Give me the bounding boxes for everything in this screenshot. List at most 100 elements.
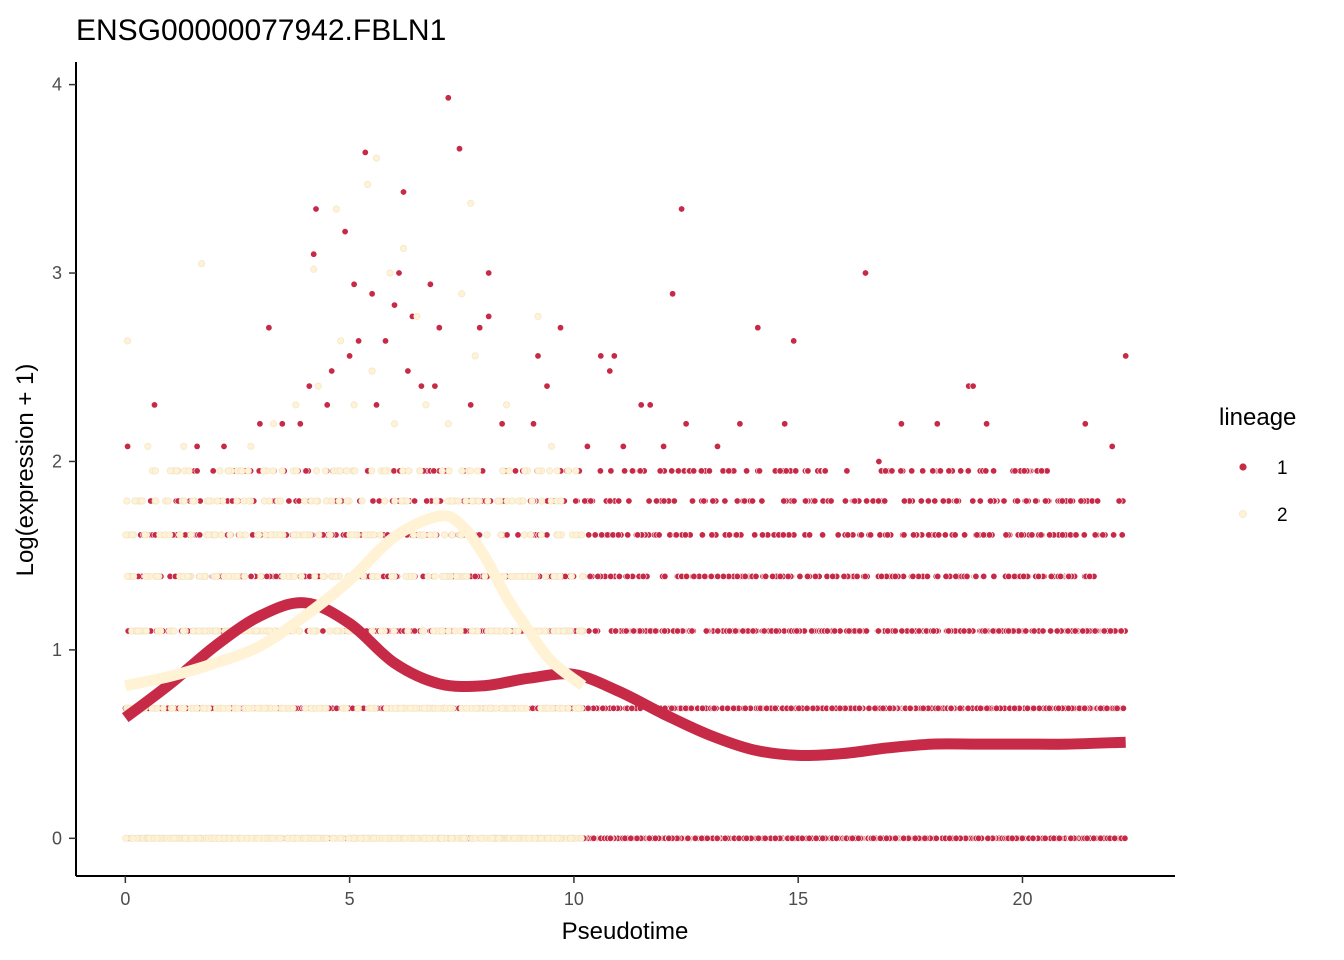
data-point	[520, 531, 528, 539]
data-point	[511, 834, 519, 842]
data-point	[516, 572, 524, 580]
data-point	[934, 704, 942, 712]
data-point	[751, 531, 759, 539]
data-point	[220, 442, 228, 450]
data-point	[713, 834, 721, 842]
data-point	[260, 704, 268, 712]
data-point	[196, 531, 204, 539]
data-point	[1018, 834, 1026, 842]
data-point	[652, 497, 660, 505]
data-point	[725, 627, 733, 635]
data-point	[1100, 627, 1108, 635]
data-point	[477, 834, 485, 842]
data-point	[448, 531, 456, 539]
data-point	[323, 834, 331, 842]
data-point	[468, 497, 476, 505]
data-point	[990, 572, 998, 580]
data-point	[882, 834, 890, 842]
data-point	[714, 572, 722, 580]
data-point	[577, 627, 585, 635]
data-point	[527, 531, 535, 539]
data-point	[863, 497, 871, 505]
data-point	[481, 572, 489, 580]
data-point	[637, 401, 645, 409]
data-point	[130, 572, 138, 580]
data-point	[793, 627, 801, 635]
data-point	[343, 467, 351, 475]
data-point	[245, 704, 253, 712]
data-point	[771, 704, 779, 712]
data-point	[866, 531, 874, 539]
data-point	[665, 834, 673, 842]
data-point	[432, 497, 440, 505]
data-point	[983, 420, 991, 428]
data-point	[865, 704, 873, 712]
data-point	[819, 531, 827, 539]
data-point	[377, 627, 385, 635]
data-point	[688, 497, 696, 505]
data-point	[1110, 531, 1118, 539]
data-point	[390, 627, 398, 635]
data-point	[660, 442, 668, 450]
data-point	[364, 181, 372, 189]
data-point	[1097, 704, 1105, 712]
data-point	[1064, 627, 1072, 635]
data-point	[234, 704, 242, 712]
data-point	[233, 572, 241, 580]
data-point	[309, 627, 317, 635]
data-point	[355, 337, 363, 345]
data-point	[578, 531, 586, 539]
data-point	[877, 572, 885, 580]
data-point	[498, 420, 506, 428]
data-point	[682, 572, 690, 580]
data-point	[1020, 572, 1028, 580]
data-point	[886, 704, 894, 712]
data-point	[508, 497, 516, 505]
data-point	[776, 572, 784, 580]
data-point	[419, 531, 427, 539]
data-point	[668, 467, 676, 475]
data-point	[302, 834, 310, 842]
data-point	[448, 497, 456, 505]
data-point	[425, 834, 433, 842]
data-point	[290, 531, 298, 539]
data-point	[572, 467, 580, 475]
data-point	[1000, 497, 1008, 505]
data-point	[891, 627, 899, 635]
data-point	[881, 497, 889, 505]
data-point	[1067, 497, 1075, 505]
data-point	[670, 497, 678, 505]
data-point	[256, 420, 264, 428]
data-point	[660, 497, 668, 505]
data-point	[226, 531, 234, 539]
data-point	[925, 531, 933, 539]
data-point	[805, 834, 813, 842]
data-point	[784, 572, 792, 580]
data-point	[700, 497, 708, 505]
data-point	[468, 627, 476, 635]
data-point	[762, 572, 770, 580]
data-point	[698, 704, 706, 712]
data-point	[709, 497, 717, 505]
data-point	[652, 627, 660, 635]
data-point	[417, 382, 425, 390]
data-point	[919, 704, 927, 712]
data-point	[487, 627, 495, 635]
data-point	[557, 497, 565, 505]
data-point	[721, 834, 729, 842]
data-point	[310, 265, 318, 273]
data-point	[721, 497, 729, 505]
data-point	[1122, 352, 1130, 360]
data-point	[134, 627, 142, 635]
data-point	[947, 704, 955, 712]
data-point	[412, 834, 420, 842]
data-point	[455, 145, 463, 153]
data-point	[185, 467, 193, 475]
data-point	[209, 467, 217, 475]
data-point	[909, 572, 917, 580]
data-point	[575, 704, 583, 712]
data-point	[446, 704, 454, 712]
data-point	[488, 834, 496, 842]
data-point	[421, 704, 429, 712]
data-point	[1017, 531, 1025, 539]
